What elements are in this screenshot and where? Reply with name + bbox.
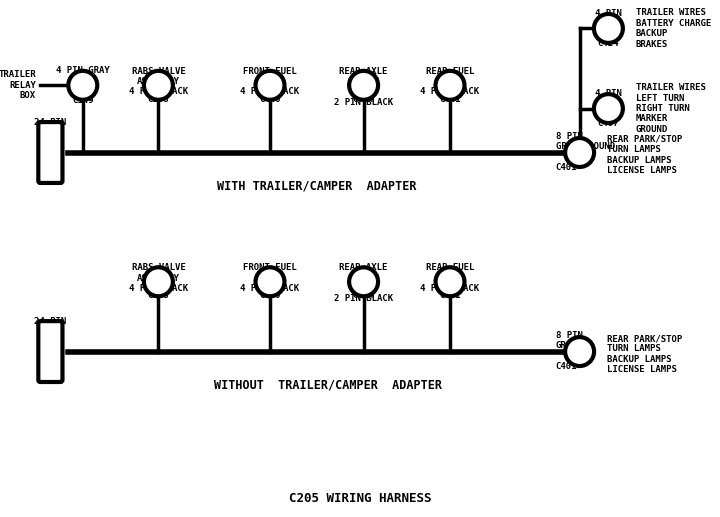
Text: RABS VALVE
ASSEMBLY
4 PIN BLACK: RABS VALVE ASSEMBLY 4 PIN BLACK	[129, 263, 188, 293]
Text: REAR AXLE
SENSOR
(VSS)
2 PIN BLACK: REAR AXLE SENSOR (VSS) 2 PIN BLACK	[334, 67, 393, 107]
Circle shape	[68, 71, 97, 100]
Text: 8 PIN
GRAY: 8 PIN GRAY	[556, 331, 582, 351]
Text: 8 PIN
GRAY GROUND: 8 PIN GRAY GROUND	[556, 132, 615, 151]
Text: C441: C441	[439, 292, 461, 300]
Circle shape	[594, 94, 623, 123]
Text: REAR FUEL
TANK
4 PIN BLACK: REAR FUEL TANK 4 PIN BLACK	[420, 263, 480, 293]
Text: FRONT FUEL
TANK
4 PIN BLACK: FRONT FUEL TANK 4 PIN BLACK	[240, 263, 300, 293]
Circle shape	[144, 267, 173, 296]
Text: 24 PIN: 24 PIN	[35, 317, 66, 326]
Circle shape	[436, 267, 464, 296]
Text: RABS VALVE
ASSEMBLY
4 PIN BLACK: RABS VALVE ASSEMBLY 4 PIN BLACK	[129, 67, 188, 97]
Circle shape	[565, 337, 594, 366]
Text: REAR AXLE
SENSOR
(VSS)
2 PIN BLACK: REAR AXLE SENSOR (VSS) 2 PIN BLACK	[334, 263, 393, 303]
FancyBboxPatch shape	[38, 122, 63, 183]
Text: WITHOUT  TRAILER/CAMPER  ADAPTER: WITHOUT TRAILER/CAMPER ADAPTER	[214, 378, 441, 392]
Text: C205 WIRING HARNESS: C205 WIRING HARNESS	[289, 492, 431, 506]
Text: 24 PIN: 24 PIN	[35, 118, 66, 127]
Circle shape	[349, 71, 378, 100]
Text: 4 PIN
GRAY: 4 PIN GRAY	[595, 9, 622, 28]
Text: C404: C404	[353, 292, 374, 300]
Text: C149: C149	[72, 96, 94, 105]
FancyBboxPatch shape	[38, 321, 63, 382]
Text: REAR PARK/STOP
TURN LAMPS
BACKUP LAMPS
LICENSE LAMPS: REAR PARK/STOP TURN LAMPS BACKUP LAMPS L…	[607, 334, 683, 374]
Text: C440: C440	[259, 292, 281, 300]
Circle shape	[144, 71, 173, 100]
Text: TRAILER WIRES
LEFT TURN
RIGHT TURN
MARKER
GROUND: TRAILER WIRES LEFT TURN RIGHT TURN MARKE…	[636, 83, 706, 134]
Text: C158: C158	[148, 292, 169, 300]
Text: WITH TRAILER/CAMPER  ADAPTER: WITH TRAILER/CAMPER ADAPTER	[217, 179, 417, 193]
Text: TRAILER WIRES
BATTERY CHARGE
BACKUP
BRAKES: TRAILER WIRES BATTERY CHARGE BACKUP BRAK…	[636, 8, 711, 49]
Text: C404: C404	[353, 95, 374, 104]
Text: 4 PIN GRAY: 4 PIN GRAY	[56, 66, 109, 74]
Circle shape	[594, 14, 623, 43]
Text: REAR PARK/STOP
TURN LAMPS
BACKUP LAMPS
LICENSE LAMPS: REAR PARK/STOP TURN LAMPS BACKUP LAMPS L…	[607, 135, 683, 175]
Text: C424: C424	[598, 39, 619, 48]
Text: C401: C401	[556, 163, 577, 172]
Text: C205: C205	[40, 377, 61, 386]
Text: 4 PIN
BLACK: 4 PIN BLACK	[595, 89, 622, 109]
Text: C205: C205	[40, 178, 61, 187]
Text: C407: C407	[598, 119, 619, 128]
Text: FRONT FUEL
TANK
4 PIN BLACK: FRONT FUEL TANK 4 PIN BLACK	[240, 67, 300, 97]
Text: C440: C440	[259, 95, 281, 104]
Circle shape	[349, 267, 378, 296]
Circle shape	[256, 71, 284, 100]
Text: TRAILER
RELAY
BOX: TRAILER RELAY BOX	[0, 70, 36, 100]
Text: C441: C441	[439, 95, 461, 104]
Circle shape	[256, 267, 284, 296]
Text: C158: C158	[148, 95, 169, 104]
Circle shape	[565, 138, 594, 167]
Text: REAR FUEL
TANK
4 PIN BLACK: REAR FUEL TANK 4 PIN BLACK	[420, 67, 480, 97]
Circle shape	[436, 71, 464, 100]
Text: C401: C401	[556, 362, 577, 371]
